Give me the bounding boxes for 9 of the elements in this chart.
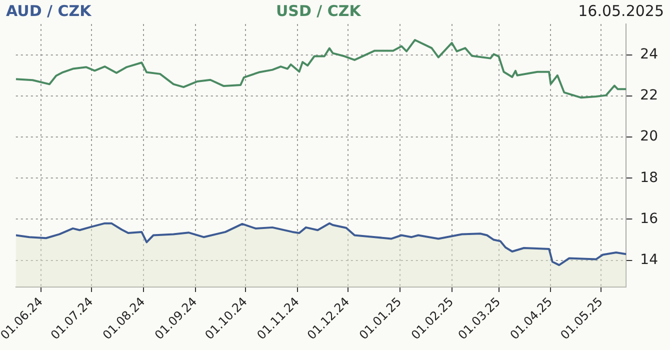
y-tick-label: 24 (640, 46, 658, 62)
y-tick-label: 18 (640, 170, 658, 186)
y-tick-label: 22 (640, 88, 658, 104)
text: 16.05.2025 (578, 2, 664, 20)
y-tick-label: 14 (640, 252, 658, 268)
text: AUD / CZK (6, 2, 92, 20)
y-tick-label: 20 (640, 128, 658, 145)
y-tick-label: 16 (640, 210, 658, 227)
text: USD / CZK (276, 2, 361, 20)
